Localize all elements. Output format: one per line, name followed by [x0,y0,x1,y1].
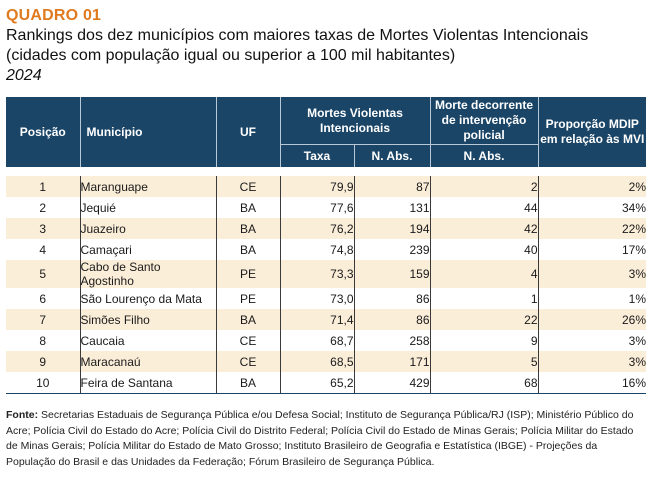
cell-taxa: 73,0 [279,288,354,309]
col-header-n-abs: N. Abs. [353,144,430,167]
figure-year: 2024 [6,67,42,84]
cell-mdip-n-abs: 42 [429,218,538,239]
cell-taxa: 68,5 [279,351,354,372]
cell-n-abs: 86 [353,309,430,330]
source-label: Fonte: [6,409,39,421]
cell-uf: PE [215,288,280,309]
cell-uf: BA [215,218,280,239]
cell-mdip-n-abs: 4 [429,260,538,288]
cell-uf: PE [215,260,280,288]
cell-municipio: Caucaia [79,330,216,351]
cell-taxa: 68,7 [279,330,354,351]
cell-proporcao: 26% [537,309,646,330]
cell-n-abs: 86 [353,288,430,309]
cell-proporcao: 3% [537,330,646,351]
cell-municipio: Simões Filho [79,309,216,330]
cell-uf: CE [215,351,280,372]
table-row: 9 Maracanaú CE 68,5 171 5 3% [6,351,646,372]
table-row: 3 Juazeiro BA 76,2 194 42 22% [6,218,646,239]
cell-municipio: Maranguape [79,176,216,197]
cell-mdip-n-abs: 40 [429,239,538,260]
cell-municipio: Jequié [79,197,216,218]
cell-uf: BA [215,309,280,330]
cell-uf: BA [215,372,280,393]
col-header-taxa: Taxa [279,144,354,167]
table-row: 1 Maranguape CE 79,9 87 2 2% [6,176,646,197]
cell-proporcao: 3% [537,351,646,372]
table-row: 8 Caucaia CE 68,7 258 9 3% [6,330,646,351]
cell-n-abs: 429 [353,372,430,393]
cell-mdip-n-abs: 68 [429,372,538,393]
cell-n-abs: 171 [353,351,430,372]
cell-mdip-n-abs: 1 [429,288,538,309]
col-header-uf: UF [215,97,280,167]
cell-taxa: 77,6 [279,197,354,218]
cell-taxa: 71,4 [279,309,354,330]
cell-posicao: 10 [6,372,80,393]
cell-proporcao: 16% [537,372,646,393]
cell-uf: BA [215,197,280,218]
table-row: 7 Simões Filho BA 71,4 86 22 26% [6,309,646,330]
cell-mdip-n-abs: 2 [429,176,538,197]
cell-proporcao: 3% [537,260,646,288]
cell-posicao: 7 [6,309,80,330]
cell-proporcao: 2% [537,176,646,197]
cell-taxa: 73,3 [279,260,354,288]
table-row: 6 São Lourenço da Mata PE 73,0 86 1 1% [6,288,646,309]
cell-proporcao: 1% [537,288,646,309]
cell-posicao: 9 [6,351,80,372]
cell-proporcao: 22% [537,218,646,239]
col-header-proporcao: Proporção MDIP em relação às MVI [537,97,646,167]
cell-n-abs: 87 [353,176,430,197]
col-header-posicao: Posição [6,97,80,167]
col-header-mvi-group: Mortes Violentas Intencionais [279,97,430,145]
cell-mdip-n-abs: 22 [429,309,538,330]
col-header-mdip-group: Morte decorrente de intervenção policial [429,97,538,145]
cell-posicao: 6 [6,288,80,309]
cell-mdip-n-abs: 5 [429,351,538,372]
cell-taxa: 79,9 [279,176,354,197]
cell-n-abs: 239 [353,239,430,260]
table-bottom-rule [6,393,646,394]
cell-proporcao: 17% [537,239,646,260]
cell-taxa: 65,2 [279,372,354,393]
cell-posicao: 4 [6,239,80,260]
cell-proporcao: 34% [537,197,646,218]
cell-n-abs: 159 [353,260,430,288]
cell-municipio: São Lourenço da Mata [79,288,216,309]
cell-uf: BA [215,239,280,260]
source-text: Secretarias Estaduais de Segurança Públi… [6,409,634,468]
cell-posicao: 8 [6,330,80,351]
col-header-mdip-n-abs: N. Abs. [429,144,538,167]
cell-mdip-n-abs: 9 [429,330,538,351]
figure-title: Rankings dos dez municípios com maiores … [6,27,589,64]
table-row: 4 Camaçari BA 74,8 239 40 17% [6,239,646,260]
cell-mdip-n-abs: 44 [429,197,538,218]
figure-label: QUADRO 01 [6,7,102,24]
table-row: 10 Feira de Santana BA 65,2 429 68 16% [6,372,646,393]
col-header-municipio: Município [79,97,216,167]
cell-n-abs: 131 [353,197,430,218]
ranking-table: Posição Município UF Mortes Violentas In… [6,97,646,393]
table-row: 2 Jequié BA 77,6 131 44 34% [6,197,646,218]
cell-uf: CE [215,330,280,351]
cell-n-abs: 258 [353,330,430,351]
table-row: 5 Cabo de Santo Agostinho PE 73,3 159 4 3% [6,260,646,288]
cell-posicao: 3 [6,218,80,239]
cell-municipio: Camaçari [79,239,216,260]
cell-municipio: Juazeiro [79,218,216,239]
cell-municipio: Feira de Santana [79,372,216,393]
cell-posicao: 1 [6,176,80,197]
cell-municipio: Cabo de Santo Agostinho [79,260,216,288]
cell-taxa: 74,8 [279,239,354,260]
source-note: Fonte: Secretarias Estaduais de Seguranç… [6,408,646,470]
cell-posicao: 2 [6,197,80,218]
cell-taxa: 76,2 [279,218,354,239]
cell-posicao: 5 [6,260,80,288]
document: QUADRO 01 Rankings dos dez municípios co… [6,6,649,470]
cell-municipio: Maracanaú [79,351,216,372]
cell-n-abs: 194 [353,218,430,239]
cell-uf: CE [215,176,280,197]
